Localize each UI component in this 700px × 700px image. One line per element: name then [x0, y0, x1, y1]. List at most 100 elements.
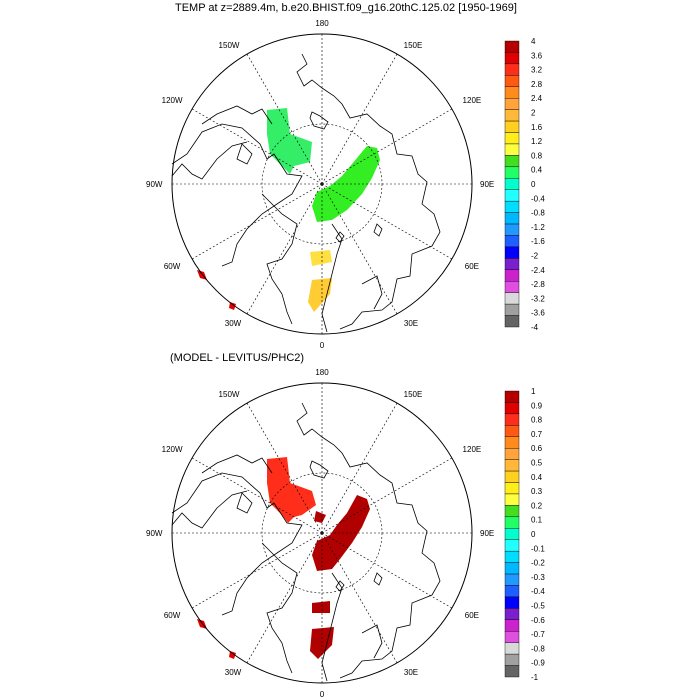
meridian-line	[191, 532, 323, 609]
colorbar-label: 0.4	[531, 473, 543, 482]
colorbar-swatch	[504, 132, 520, 145]
polar-map-bottom: 180 0 90W 90E 150W 120W 150E 120E 60W 30W 60E 30E	[146, 368, 494, 699]
colorbar-label: -0.8	[531, 209, 545, 218]
colorbar-label: 0.7	[531, 430, 543, 439]
colorbar-swatch	[504, 166, 520, 179]
colorbar-label: 4	[531, 37, 536, 46]
colorbar-swatch	[504, 97, 520, 110]
meridian-line	[191, 108, 323, 185]
colorbar-swatch	[504, 86, 520, 99]
colorbar-swatch	[504, 109, 520, 122]
colorbar-swatch	[504, 143, 520, 156]
darkred-blob-1	[314, 511, 326, 523]
colorbar-swatch	[504, 223, 520, 236]
colorbar-swatch	[504, 120, 520, 133]
island-coast	[335, 580, 345, 592]
map-boundary	[171, 33, 473, 335]
colorbar-label: 0.3	[531, 487, 543, 496]
colorbar-swatch	[504, 178, 520, 190]
colorbar-label: -0.3	[531, 573, 545, 582]
colorbar-label: 2.8	[531, 80, 543, 89]
colorbar-label: 2.4	[531, 94, 543, 103]
colorbar-label: -2	[531, 252, 539, 261]
colorbar-swatch	[504, 303, 520, 316]
colorbar-label: 0	[531, 530, 536, 539]
coastline	[296, 53, 441, 330]
colorbar-swatch	[504, 562, 520, 575]
island-coast	[373, 572, 383, 586]
colorbar-swatch	[504, 189, 520, 202]
colorbar-swatch	[504, 482, 520, 495]
colorbar-label: -0.7	[531, 630, 545, 639]
colorbar-swatch	[504, 631, 520, 643]
colorbar-label: -0.4	[531, 587, 545, 596]
colorbar-label: -0.4	[531, 194, 545, 203]
coastline	[261, 193, 298, 325]
meridian-line	[246, 402, 323, 534]
darkred-blob-2	[312, 601, 330, 613]
meridian-line	[321, 53, 398, 185]
colorbar-swatch	[504, 539, 520, 552]
colorbar-swatch	[504, 292, 520, 305]
colorbar-swatch	[504, 665, 520, 678]
colorbar-swatch	[504, 516, 520, 529]
colorbar-swatch	[504, 390, 520, 403]
coastline	[171, 123, 303, 267]
meridian-line	[246, 532, 323, 664]
colorbar-label: -0.8	[531, 644, 545, 653]
meridian-line	[321, 532, 453, 609]
longitude-label-lr2: 30E	[404, 668, 418, 677]
yellow-blob-2	[308, 278, 332, 312]
colorbar-swatch	[504, 200, 520, 213]
meridian-line	[321, 183, 453, 260]
polar-map-top: 180 0 90W 90E 150W 120W 150E 120E 60W 30W 60E 30E	[146, 19, 494, 350]
green-blob-canada	[267, 108, 312, 174]
colorbar-swatch	[504, 448, 520, 460]
meridian-line	[321, 183, 398, 315]
colorbar-swatch	[504, 413, 520, 426]
colorbar-label: 1.6	[531, 123, 543, 132]
colorbar-swatch	[504, 653, 520, 666]
longitude-label-ll1: 60W	[164, 611, 181, 620]
longitude-label-ll2: 30W	[225, 319, 242, 328]
colorbar-swatch	[504, 619, 520, 632]
colorbar-swatch	[504, 425, 520, 437]
colorbar-swatch	[504, 402, 520, 415]
colorbar-label: 0.8	[531, 416, 543, 425]
colorbar-label: -2.8	[531, 280, 545, 289]
colorbar-swatch	[504, 493, 520, 506]
colorbar-label: -1.6	[531, 237, 545, 246]
longitude-label-ul2: 120W	[162, 445, 183, 454]
coastline	[321, 572, 343, 682]
panel-title-bottom: (MODEL - LEVITUS/PHC2)	[170, 352, 305, 364]
colorbar-label: 0.1	[531, 516, 543, 525]
colorbar-label: -3.6	[531, 309, 545, 318]
coastline	[201, 454, 273, 474]
colorbar-swatch	[504, 596, 520, 609]
longitude-label-ul2: 120W	[162, 96, 183, 105]
colorbar-swatch	[504, 315, 520, 328]
longitude-label-top: 180	[315, 19, 329, 28]
colorbar-label: 0.4	[531, 166, 543, 175]
colorbar-swatch	[504, 75, 520, 87]
colorbar-label: -1	[531, 673, 539, 682]
longitude-label-ul1: 150W	[219, 41, 240, 50]
colorbar-top: 4 3.6 3.2 2.8 2.4 2 1.6 1.2 0.8 0.4 0 -0.4 -0.8 -1.2 -…	[504, 37, 545, 332]
colorbar-label: 0.5	[531, 459, 543, 468]
colorbar-swatch	[504, 573, 520, 586]
colorbar-swatch	[504, 459, 520, 472]
colorbar-label: 0.2	[531, 501, 543, 510]
colorbar-label: -3.2	[531, 294, 545, 303]
colorbar-label: -4	[531, 323, 539, 332]
meridian-line	[321, 532, 398, 664]
colorbar-swatch	[504, 246, 520, 259]
longitude-label-lr2: 30E	[404, 319, 418, 328]
colorbar-swatch	[504, 40, 520, 53]
longitude-label-right: 90E	[480, 529, 494, 538]
colorbar-label: 3.2	[531, 66, 543, 75]
colorbar-swatch	[504, 281, 520, 293]
map-boundary	[171, 382, 473, 684]
colorbar-swatch	[504, 212, 520, 225]
coastline	[201, 105, 273, 125]
longitude-label-ll1: 60W	[164, 262, 181, 271]
